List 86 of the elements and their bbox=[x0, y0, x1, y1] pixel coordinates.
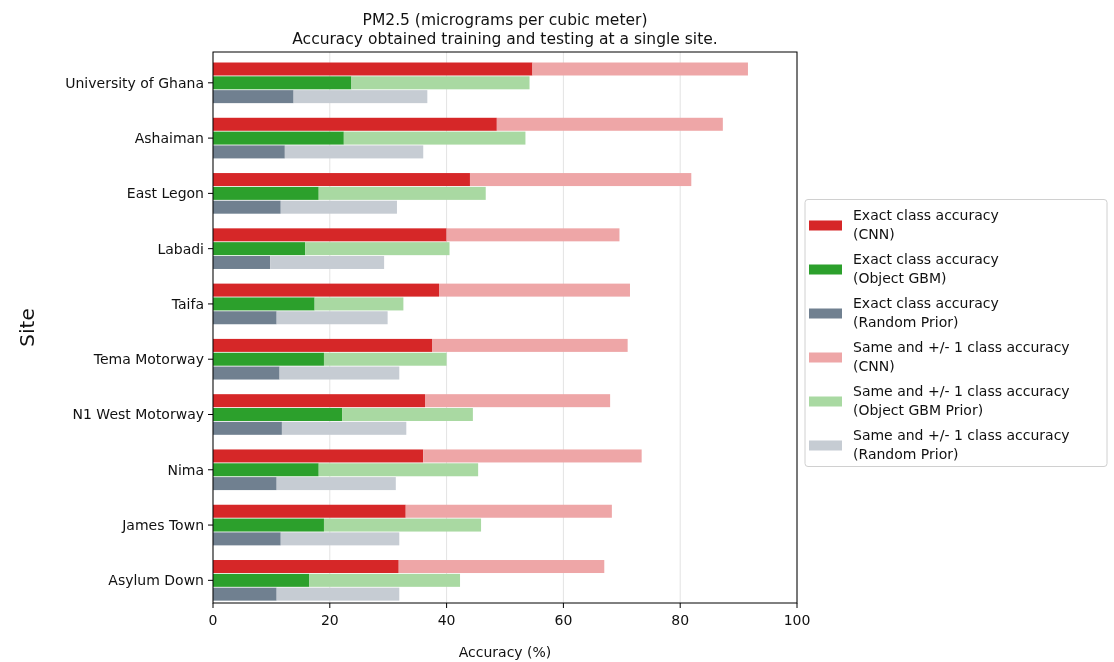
y-tick-label: Labadi bbox=[157, 240, 204, 257]
y-axis-title: Site bbox=[15, 308, 39, 347]
bar bbox=[213, 90, 294, 104]
bar bbox=[213, 62, 533, 76]
bar bbox=[280, 200, 397, 214]
bar bbox=[323, 352, 447, 366]
bar bbox=[318, 186, 486, 200]
x-tick-label: 100 bbox=[783, 612, 811, 628]
bar bbox=[213, 76, 352, 90]
bar bbox=[213, 173, 470, 187]
bar bbox=[318, 463, 479, 477]
bar bbox=[446, 228, 620, 242]
bar bbox=[213, 573, 310, 587]
bar bbox=[213, 463, 319, 477]
legend-label: Same and +/- 1 class accuracy (Object GBM Prior) bbox=[853, 382, 1070, 418]
x-axis-title: Accuracy (%) bbox=[458, 644, 552, 660]
bar bbox=[279, 366, 400, 380]
bar bbox=[424, 394, 611, 408]
bar bbox=[213, 338, 432, 352]
bar bbox=[213, 408, 343, 421]
x-tick-label: 80 bbox=[671, 612, 690, 628]
bar bbox=[343, 131, 526, 145]
y-tick-label: James Town bbox=[121, 516, 204, 533]
bar bbox=[281, 421, 407, 435]
bar bbox=[213, 352, 324, 366]
bar bbox=[213, 255, 271, 269]
bar bbox=[305, 242, 450, 256]
y-tick-label: Asylum Down bbox=[108, 572, 204, 589]
legend-label: Same and +/- 1 class accuracy (Random Prior) bbox=[853, 426, 1070, 462]
x-tick-label: 40 bbox=[437, 612, 456, 628]
y-tick-label: Tema Motorway bbox=[92, 351, 204, 368]
bar bbox=[351, 76, 530, 90]
y-tick-label: Nima bbox=[167, 461, 204, 478]
bar bbox=[213, 587, 277, 601]
bar bbox=[213, 283, 440, 297]
chart-subtitle: Accuracy obtained training and testing at a single site. bbox=[292, 30, 718, 48]
bar bbox=[323, 518, 482, 532]
bar bbox=[213, 311, 277, 325]
bar bbox=[496, 117, 723, 131]
x-tick-label: 20 bbox=[320, 612, 339, 628]
bar bbox=[213, 394, 425, 408]
bar bbox=[342, 408, 473, 421]
y-tick-label: N1 West Motorway bbox=[72, 406, 204, 423]
y-tick-label: Ashaiman bbox=[134, 130, 204, 146]
bar bbox=[276, 311, 388, 325]
bar bbox=[532, 62, 748, 76]
bar bbox=[213, 200, 281, 214]
bar bbox=[270, 255, 385, 269]
y-tick-label: Taifa bbox=[170, 295, 204, 312]
y-tick-label: University of Ghana bbox=[65, 74, 204, 91]
bar bbox=[309, 573, 461, 587]
bar bbox=[213, 518, 324, 532]
x-tick-label: 60 bbox=[554, 612, 573, 628]
legend-label: Exact class accuracy (Object GBM) bbox=[853, 250, 999, 286]
bar bbox=[423, 449, 642, 463]
legend-label: Exact class accuracy (CNN) bbox=[853, 206, 999, 242]
bar bbox=[276, 477, 396, 491]
bar bbox=[213, 504, 406, 518]
bar bbox=[280, 532, 400, 546]
bar bbox=[432, 338, 628, 352]
bar bbox=[469, 173, 692, 187]
bar bbox=[213, 186, 319, 200]
bar bbox=[213, 131, 344, 145]
bar bbox=[213, 242, 306, 256]
bar bbox=[314, 297, 404, 311]
bar bbox=[213, 477, 277, 491]
bar bbox=[213, 297, 315, 311]
bar bbox=[276, 587, 400, 601]
legend-label: Exact class accuracy (Random Prior) bbox=[853, 294, 999, 330]
bar bbox=[213, 532, 281, 546]
x-tick-label: 0 bbox=[208, 612, 218, 628]
bar bbox=[213, 449, 424, 463]
chart-title: PM2.5 (micrograms per cubic meter) bbox=[362, 11, 648, 29]
bar bbox=[405, 504, 612, 518]
bar bbox=[293, 90, 428, 104]
bar bbox=[439, 283, 630, 297]
bar bbox=[213, 421, 282, 435]
bar bbox=[213, 560, 399, 574]
legend-label: Same and +/- 1 class accuracy (CNN) bbox=[853, 338, 1070, 374]
bar bbox=[284, 145, 424, 159]
bar bbox=[213, 366, 280, 380]
bar bbox=[213, 117, 497, 131]
bar bbox=[213, 145, 285, 159]
y-tick-label: East Legon bbox=[126, 185, 204, 202]
bar bbox=[213, 228, 447, 242]
bar bbox=[398, 560, 605, 574]
